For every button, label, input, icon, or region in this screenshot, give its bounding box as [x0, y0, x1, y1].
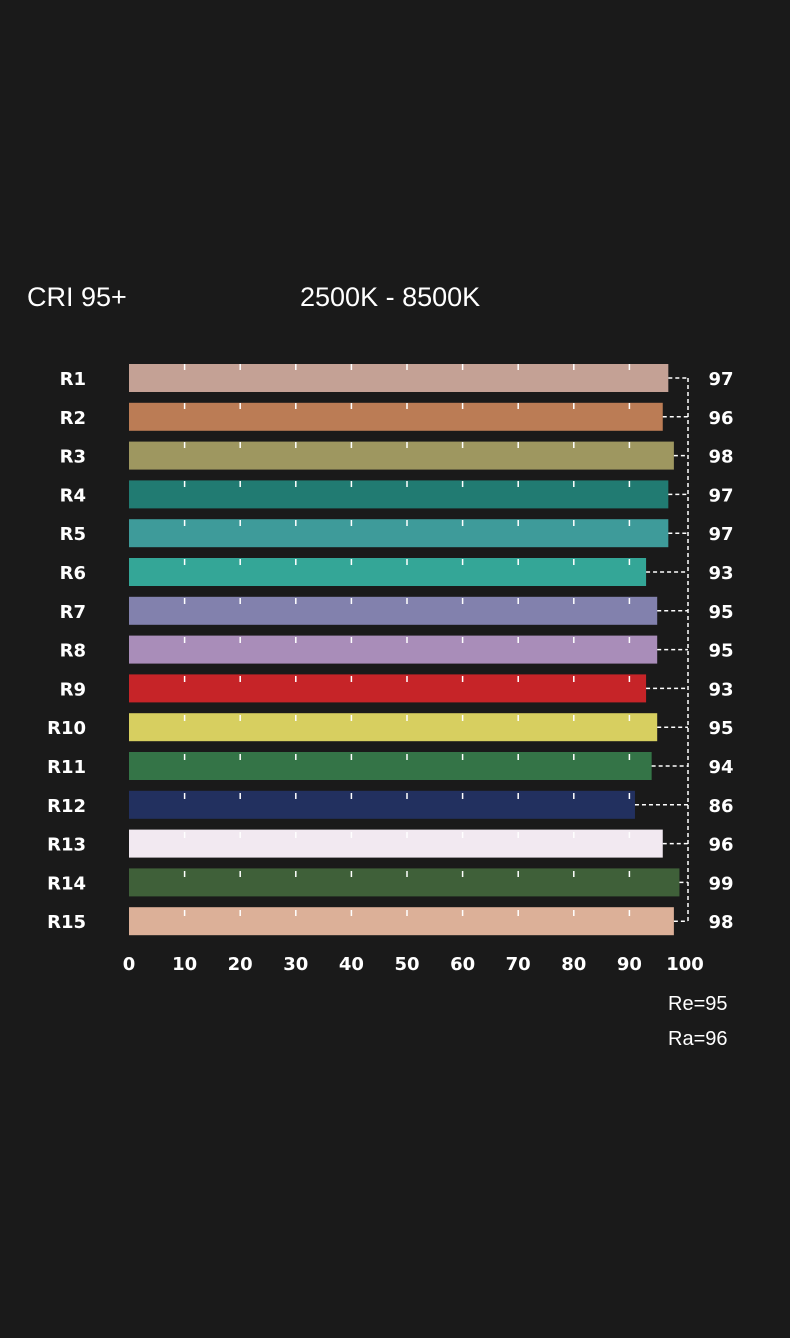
x-tick-label-100: 100 [666, 954, 704, 975]
bar-r6 [129, 558, 647, 586]
bar-r14 [129, 868, 680, 897]
category-label-r8: R8 [60, 641, 86, 662]
bar-r10 [129, 713, 658, 742]
leader-layer [634, 377, 689, 922]
category-label-r4: R4 [60, 485, 86, 506]
value-label-r14: 99 [708, 873, 733, 894]
category-label-r6: R6 [60, 563, 86, 584]
value-label-r7: 95 [708, 602, 733, 623]
value-label-r10: 95 [708, 718, 733, 739]
category-label-r7: R7 [60, 602, 86, 623]
bar-r9 [129, 674, 647, 703]
bar-r2 [129, 402, 663, 431]
category-label-r12: R12 [47, 796, 86, 817]
value-label-r9: 93 [708, 679, 733, 700]
x-tick-label-10: 10 [172, 954, 197, 975]
bar-r8 [129, 635, 658, 664]
bar-r4 [129, 480, 669, 509]
value-label-r13: 96 [708, 835, 733, 856]
category-label-r2: R2 [60, 408, 86, 429]
bar-r1 [129, 364, 669, 392]
category-label-r3: R3 [60, 447, 86, 468]
category-label-r15: R15 [47, 912, 86, 933]
label-layer: R1 97 R2 96 R3 98 R4 97 R5 97 R6 93 R7 95 R8 95 R9 93 R10 9… [47, 369, 733, 975]
category-label-r5: R5 [60, 524, 86, 545]
x-tick-label-40: 40 [339, 954, 364, 975]
x-tick-label-30: 30 [283, 954, 308, 975]
x-tick-label-20: 20 [228, 954, 253, 975]
bar-r11 [129, 752, 652, 780]
value-label-r3: 98 [708, 447, 733, 468]
bar-r15 [129, 907, 674, 936]
bar-r12 [129, 790, 635, 819]
re-value: Re=95 [668, 993, 728, 1015]
value-label-r11: 94 [708, 757, 733, 778]
value-label-r8: 95 [708, 641, 733, 662]
value-label-r15: 98 [708, 912, 733, 933]
bars-layer [129, 364, 680, 936]
category-label-r14: R14 [47, 873, 86, 894]
ra-value: Ra=96 [668, 1028, 728, 1050]
category-label-r1: R1 [60, 369, 86, 390]
x-tick-label-60: 60 [450, 954, 475, 975]
bar-r3 [129, 441, 674, 470]
value-label-r4: 97 [708, 485, 733, 506]
x-tick-label-90: 90 [617, 954, 642, 975]
x-tick-label-50: 50 [394, 954, 419, 975]
value-label-r1: 97 [708, 369, 733, 390]
category-label-r13: R13 [47, 835, 86, 856]
x-tick-label-0: 0 [123, 954, 136, 975]
x-tick-label-80: 80 [561, 954, 586, 975]
value-label-r6: 93 [708, 563, 733, 584]
bar-r5 [129, 519, 669, 548]
cct-range-title: 2500K - 8500K [300, 282, 481, 312]
x-tick-label-70: 70 [506, 954, 531, 975]
cri-title: CRI 95+ [27, 282, 127, 312]
value-label-r12: 86 [708, 796, 733, 817]
bar-r13 [129, 829, 663, 858]
bar-r7 [129, 596, 658, 625]
value-label-r5: 97 [708, 524, 733, 545]
value-label-r2: 96 [708, 408, 733, 429]
category-label-r10: R10 [47, 718, 86, 739]
category-label-r11: R11 [47, 757, 86, 778]
category-label-r9: R9 [60, 679, 86, 700]
